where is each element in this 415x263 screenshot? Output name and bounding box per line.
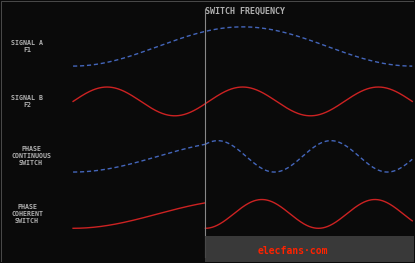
Text: SIGNAL B
F2: SIGNAL B F2 xyxy=(11,95,43,108)
Text: SWITCH FREQUENCY: SWITCH FREQUENCY xyxy=(205,7,285,16)
Text: PHASE
CONTINUOUS
SWITCH: PHASE CONTINUOUS SWITCH xyxy=(11,146,51,166)
Text: PHASE
COHERENT
SWITCH: PHASE COHERENT SWITCH xyxy=(11,204,43,224)
Text: SIGNAL A
F1: SIGNAL A F1 xyxy=(11,40,43,53)
Bar xyxy=(205,236,414,262)
Text: elecfans·com: elecfans·com xyxy=(258,246,328,256)
